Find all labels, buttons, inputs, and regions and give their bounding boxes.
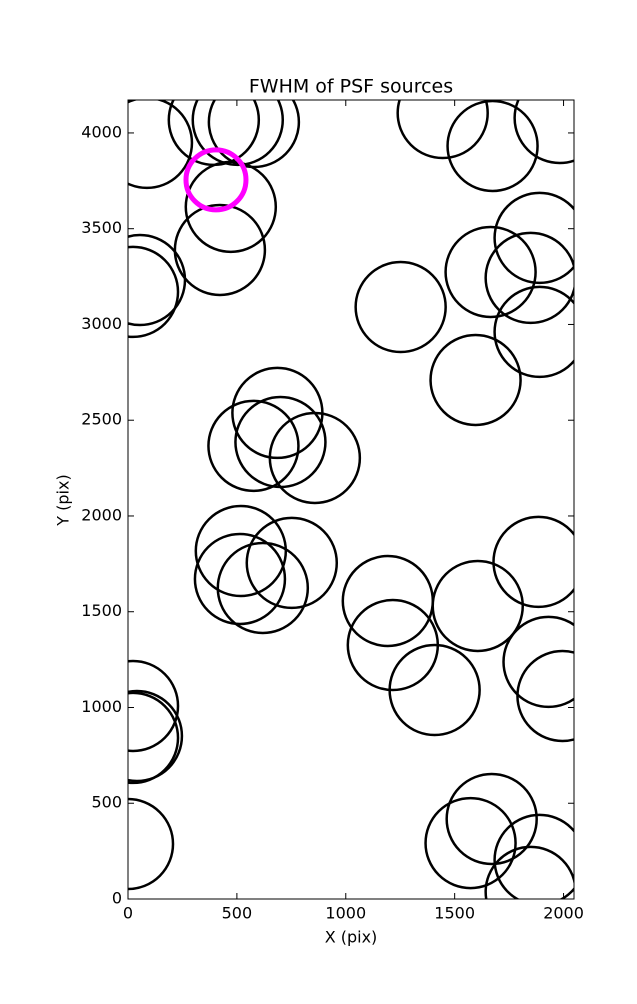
source-circle <box>492 515 574 609</box>
source-circle <box>493 191 574 285</box>
source-circle <box>183 147 249 213</box>
plot-area <box>128 100 574 899</box>
y-tick-label: 2500 <box>81 410 122 429</box>
plot-frame <box>127 99 575 900</box>
y-tick-label: 1500 <box>81 601 122 620</box>
y-tick-label: 1000 <box>81 697 122 716</box>
source-circle <box>493 813 574 899</box>
source-circle <box>128 691 180 785</box>
source-circle <box>216 541 310 635</box>
source-circle <box>484 845 574 899</box>
x-tick-label: 1500 <box>434 904 475 923</box>
y-axis-label: Y (pix) <box>54 474 73 526</box>
source-circle <box>245 516 339 610</box>
chart-title: FWHM of PSF sources <box>249 76 453 98</box>
source-circle <box>444 225 537 319</box>
x-tick-label: 500 <box>222 904 253 923</box>
y-tick-label: 2000 <box>81 505 122 524</box>
source-circle <box>193 532 287 626</box>
source-circle <box>484 231 574 325</box>
source-circle <box>128 689 184 783</box>
source-circle <box>431 559 524 653</box>
y-tick-label: 4000 <box>81 122 122 141</box>
y-tick-label: 3500 <box>81 218 122 237</box>
source-circle <box>424 796 517 890</box>
x-tick-label: 2000 <box>543 904 584 923</box>
y-tick-label: 0 <box>112 889 122 908</box>
source-circle <box>268 411 362 505</box>
source-circle <box>194 504 288 598</box>
source-circle <box>446 100 539 193</box>
source-circle <box>388 643 481 737</box>
source-circle <box>502 615 574 709</box>
source-circle <box>513 100 574 165</box>
x-tick-label: 0 <box>123 904 133 923</box>
source-circle <box>184 160 278 254</box>
source-circle <box>128 100 194 190</box>
source-circle <box>128 659 180 753</box>
x-tick-label: 1000 <box>325 904 366 923</box>
source-circle <box>128 797 175 891</box>
source-circle <box>396 100 489 160</box>
source-circle <box>128 233 187 327</box>
source-circle <box>429 333 522 427</box>
source-circle <box>128 245 180 339</box>
source-circle <box>207 399 300 493</box>
source-circle <box>493 285 574 379</box>
source-circle <box>354 260 447 354</box>
source-circle <box>516 649 574 743</box>
y-tick-label: 3000 <box>81 314 122 333</box>
x-axis-label: X (pix) <box>325 928 378 947</box>
source-circle <box>445 772 538 866</box>
y-tick-label: 500 <box>91 793 122 812</box>
